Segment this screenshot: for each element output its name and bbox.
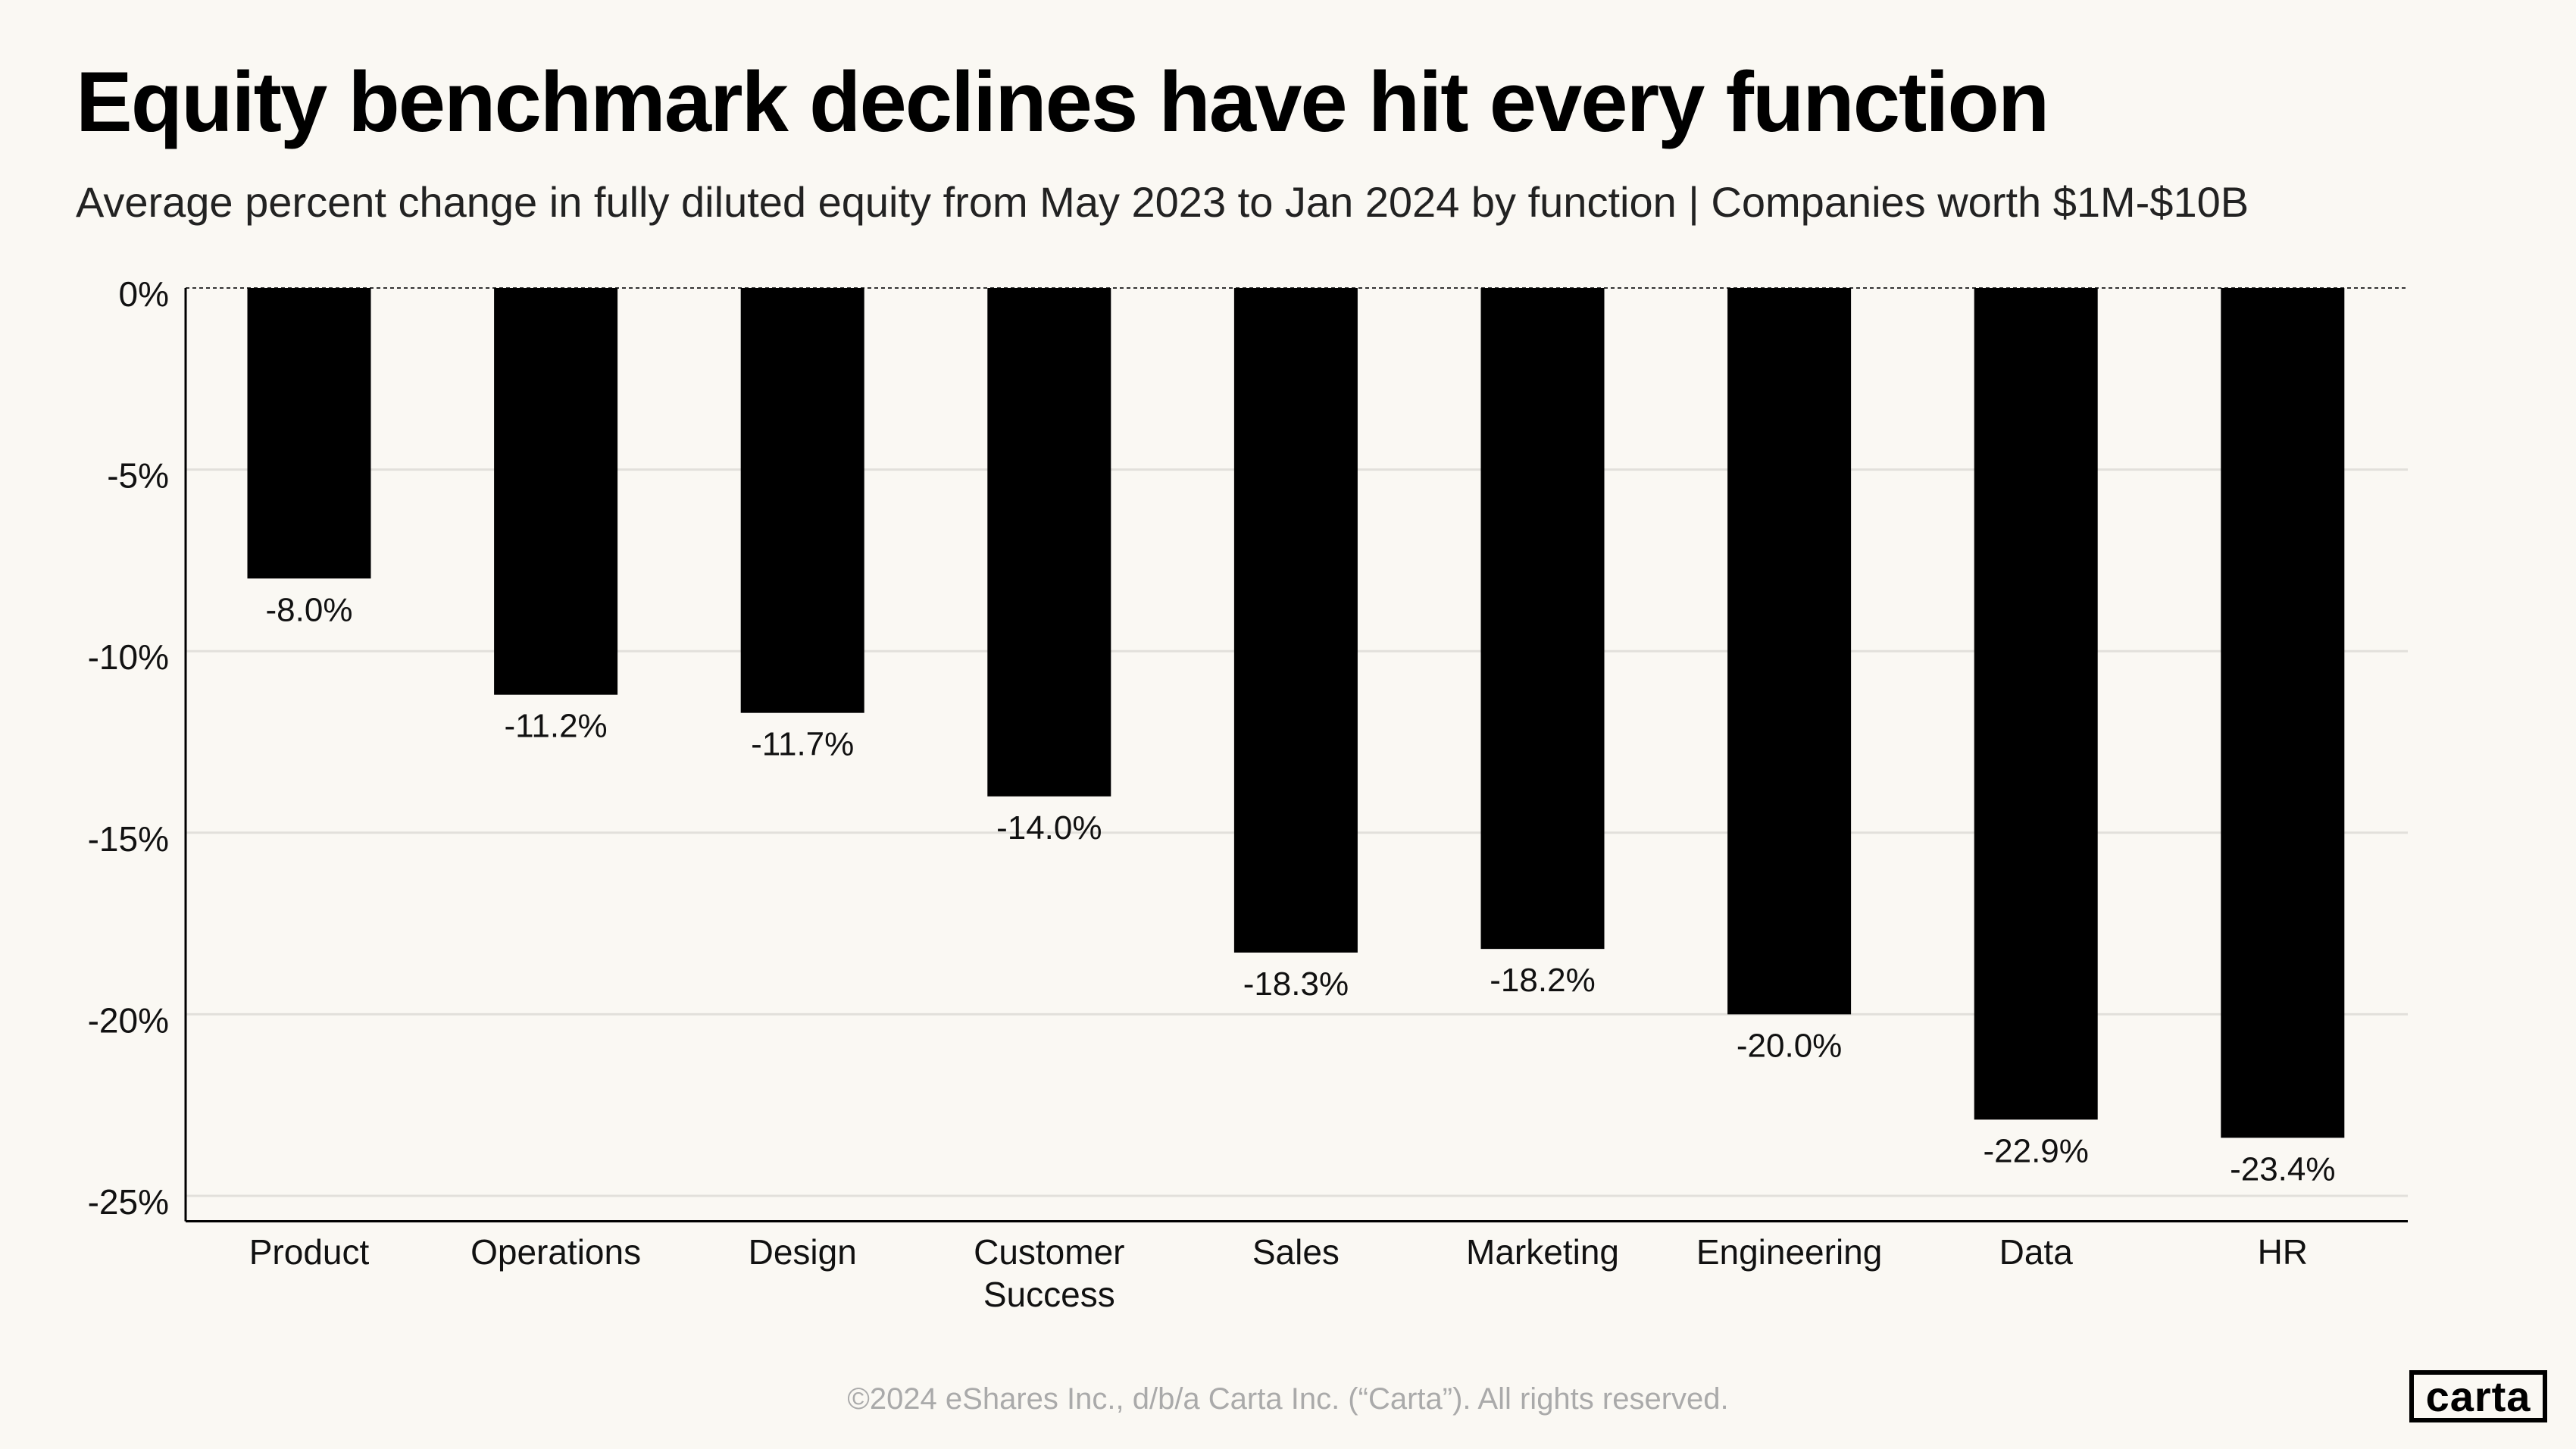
bar xyxy=(1480,288,1605,950)
bar xyxy=(2221,288,2345,1138)
bar xyxy=(1727,288,1852,1015)
bar xyxy=(247,288,371,579)
chart-subtitle: Average percent change in fully diluted … xyxy=(76,178,2249,226)
carta-logo: carta xyxy=(2409,1370,2547,1422)
bar xyxy=(740,288,864,713)
data-label: -8.0% xyxy=(266,591,353,628)
x-tick-label: Sales xyxy=(1252,1232,1340,1272)
x-tick-label: Design xyxy=(749,1232,857,1272)
y-tick-label: -25% xyxy=(88,1182,169,1222)
x-tick-label: Product xyxy=(249,1232,370,1272)
bar xyxy=(987,288,1111,796)
x-tick-label: Operations xyxy=(470,1232,641,1272)
bar xyxy=(1974,288,2098,1120)
data-label: -22.9% xyxy=(1983,1132,2088,1169)
y-tick-label: 0% xyxy=(119,274,169,314)
y-tick-label: -15% xyxy=(88,819,169,859)
y-tick-label: -10% xyxy=(88,637,169,677)
data-label: -18.2% xyxy=(1490,962,1595,999)
data-label: -20.0% xyxy=(1737,1027,1842,1064)
data-label: -11.2% xyxy=(505,708,608,745)
y-tick-label: -20% xyxy=(88,1000,169,1040)
copyright-footer: ©2024 eShares Inc., d/b/a Carta Inc. (“C… xyxy=(847,1382,1729,1416)
data-label: -11.7% xyxy=(751,726,854,763)
bar xyxy=(1233,288,1358,953)
x-tick-label: Marketing xyxy=(1466,1232,1619,1272)
data-label: -23.4% xyxy=(2230,1150,2335,1188)
data-label: -18.3% xyxy=(1243,965,1349,1003)
x-tick-label: HR xyxy=(2258,1232,2308,1272)
y-tick-label: -5% xyxy=(107,456,169,496)
x-tick-label: Data xyxy=(1999,1232,2074,1272)
bar xyxy=(494,288,618,695)
x-tick-label: Success xyxy=(983,1275,1115,1314)
chart-title: Equity benchmark declines have hit every… xyxy=(76,55,2049,149)
data-label: -14.0% xyxy=(996,809,1102,847)
x-tick-label: Customer xyxy=(974,1232,1124,1272)
x-tick-label: Engineering xyxy=(1696,1232,1883,1272)
